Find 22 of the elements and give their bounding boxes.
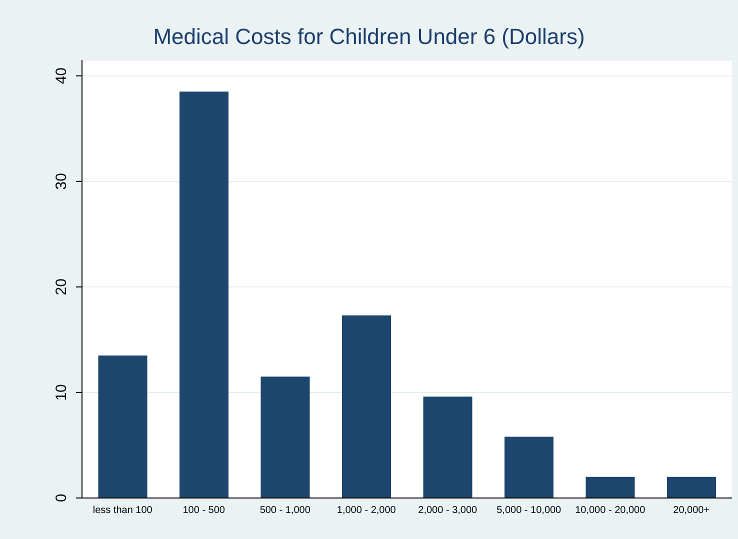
- x-tick-label: 500 - 1,000: [260, 505, 311, 516]
- bar: [423, 396, 472, 498]
- bar: [667, 476, 716, 498]
- bar: [98, 356, 148, 498]
- x-tick-label: 10,000 - 20,000: [575, 505, 646, 516]
- x-tick-label: 1,000 - 2,000: [336, 505, 396, 516]
- y-tick-label: 20: [53, 278, 70, 296]
- bar: [504, 436, 554, 498]
- y-tick-label: 10: [53, 384, 70, 401]
- bar: [342, 315, 391, 498]
- chart-title: Medical Costs for Children Under 6 (Dollars): [152, 24, 586, 50]
- x-tick-label: 20,000+: [673, 505, 710, 516]
- bar: [180, 92, 228, 498]
- y-tick-label: 30: [53, 173, 70, 190]
- bar: [260, 376, 310, 498]
- y-tick-label: 0: [53, 494, 70, 502]
- bar: [586, 476, 635, 498]
- x-tick-label: 100 - 500: [182, 505, 226, 516]
- x-tick-label: less than 100: [92, 505, 153, 516]
- y-tick-label: 40: [53, 67, 70, 84]
- x-tick-label: 5,000 - 10,000: [496, 505, 562, 516]
- x-tick-label: 2,000 - 3,000: [418, 505, 478, 516]
